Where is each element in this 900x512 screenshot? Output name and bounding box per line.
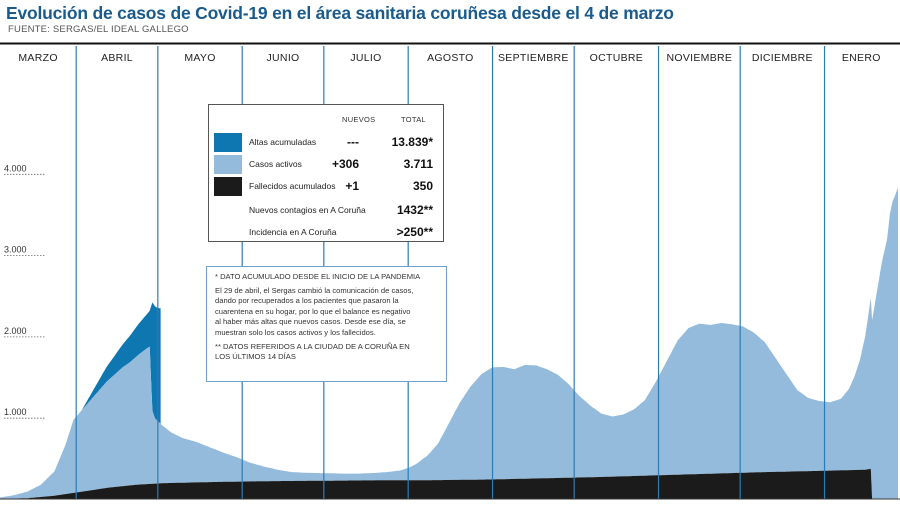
chart-areas xyxy=(0,187,898,499)
month-label: DICIEMBRE xyxy=(752,52,813,64)
legend-label: Altas acumuladas xyxy=(249,137,317,147)
footnote-line: muestran solo los casos activos y los fa… xyxy=(215,327,376,337)
area-casos-activos xyxy=(0,187,898,499)
legend-new-value: >250** xyxy=(396,225,433,239)
legend-box: NUEVOS TOTAL Altas acumuladas --- 13.839… xyxy=(208,104,444,242)
legend-label: Fallecidos acumulados xyxy=(249,181,336,191)
y-tick-label: 2.000 xyxy=(4,326,27,336)
footnote-line: * DATO ACUMULADO DESDE EL INICIO DE LA P… xyxy=(215,272,421,281)
legend-swatch-activos xyxy=(214,155,242,174)
area-fallecidos-acumulados xyxy=(0,468,898,499)
legend-total-value: 13.839* xyxy=(391,135,433,149)
legend-header-total: TOTAL xyxy=(401,115,426,124)
legend-new-value: --- xyxy=(347,135,359,149)
footnote-line: dando por recuperados a los pacientes qu… xyxy=(215,296,399,306)
legend-row-fallecidos: Fallecidos acumulados +1 350 xyxy=(209,177,443,197)
footnote-line: ** DATOS REFERIDOS A LA CIUDAD DE A CORU… xyxy=(215,341,410,351)
legend-row-incidencia: Incidencia en A Coruña >250** xyxy=(209,223,443,243)
month-label: ENERO xyxy=(842,52,881,64)
footnote-box: * DATO ACUMULADO DESDE EL INICIO DE LA P… xyxy=(206,266,447,382)
legend-label: Nuevos contagios en A Coruña xyxy=(249,205,366,215)
legend-swatch-fallecidos xyxy=(214,177,242,196)
y-tick-label: 3.000 xyxy=(4,245,27,255)
month-label: MAYO xyxy=(184,52,215,64)
month-label: NOVIEMBRE xyxy=(666,52,732,64)
legend-row-altas: Altas acumuladas --- 13.839* xyxy=(209,133,443,153)
month-label: OCTUBRE xyxy=(590,52,643,64)
chart-source: FUENTE: SERGAS/EL IDEAL GALLEGO xyxy=(8,24,189,35)
y-tick-label: 1.000 xyxy=(4,407,27,417)
footnote-line: LOS ÚLTIMOS 14 DÍAS xyxy=(215,352,296,362)
footnote-line: El 29 de abril, el Sergas cambió la comu… xyxy=(215,285,414,295)
legend-total-value: 3.711 xyxy=(403,157,433,171)
legend-total-value: 350 xyxy=(412,179,433,193)
month-label: JULIO xyxy=(350,52,381,64)
month-label: AGOSTO xyxy=(427,52,474,64)
legend-new-value: 1432** xyxy=(396,203,433,217)
footnote-line: al haber más altas que nuevos casos. Des… xyxy=(215,317,406,327)
legend-row-contagios: Nuevos contagios en A Coruña 1432** xyxy=(209,201,443,221)
area-altas-acumuladas xyxy=(0,302,161,498)
legend-new-value: +306 xyxy=(331,157,359,171)
month-label: MARZO xyxy=(18,52,57,64)
month-label: SEPTIEMBRE xyxy=(498,52,569,64)
month-label: ABRIL xyxy=(101,52,133,64)
y-axis-ticks: 1.000 2.000 3.000 4.000 xyxy=(4,163,45,419)
legend-label: Casos activos xyxy=(249,159,302,169)
legend-label: Incidencia en A Coruña xyxy=(249,227,337,237)
footnote-line: cuarentena en su hogar, por lo que el ba… xyxy=(215,306,411,316)
month-label: JUNIO xyxy=(267,52,300,64)
legend-header-new: NUEVOS xyxy=(342,115,376,124)
y-tick-label: 4.000 xyxy=(4,163,27,173)
legend-new-value: +1 xyxy=(345,179,359,193)
legend-swatch-altas xyxy=(214,133,242,152)
legend-row-activos: Casos activos +306 3.711 xyxy=(209,155,443,175)
chart-title: Evolución de casos de Covid-19 en el áre… xyxy=(6,3,674,23)
